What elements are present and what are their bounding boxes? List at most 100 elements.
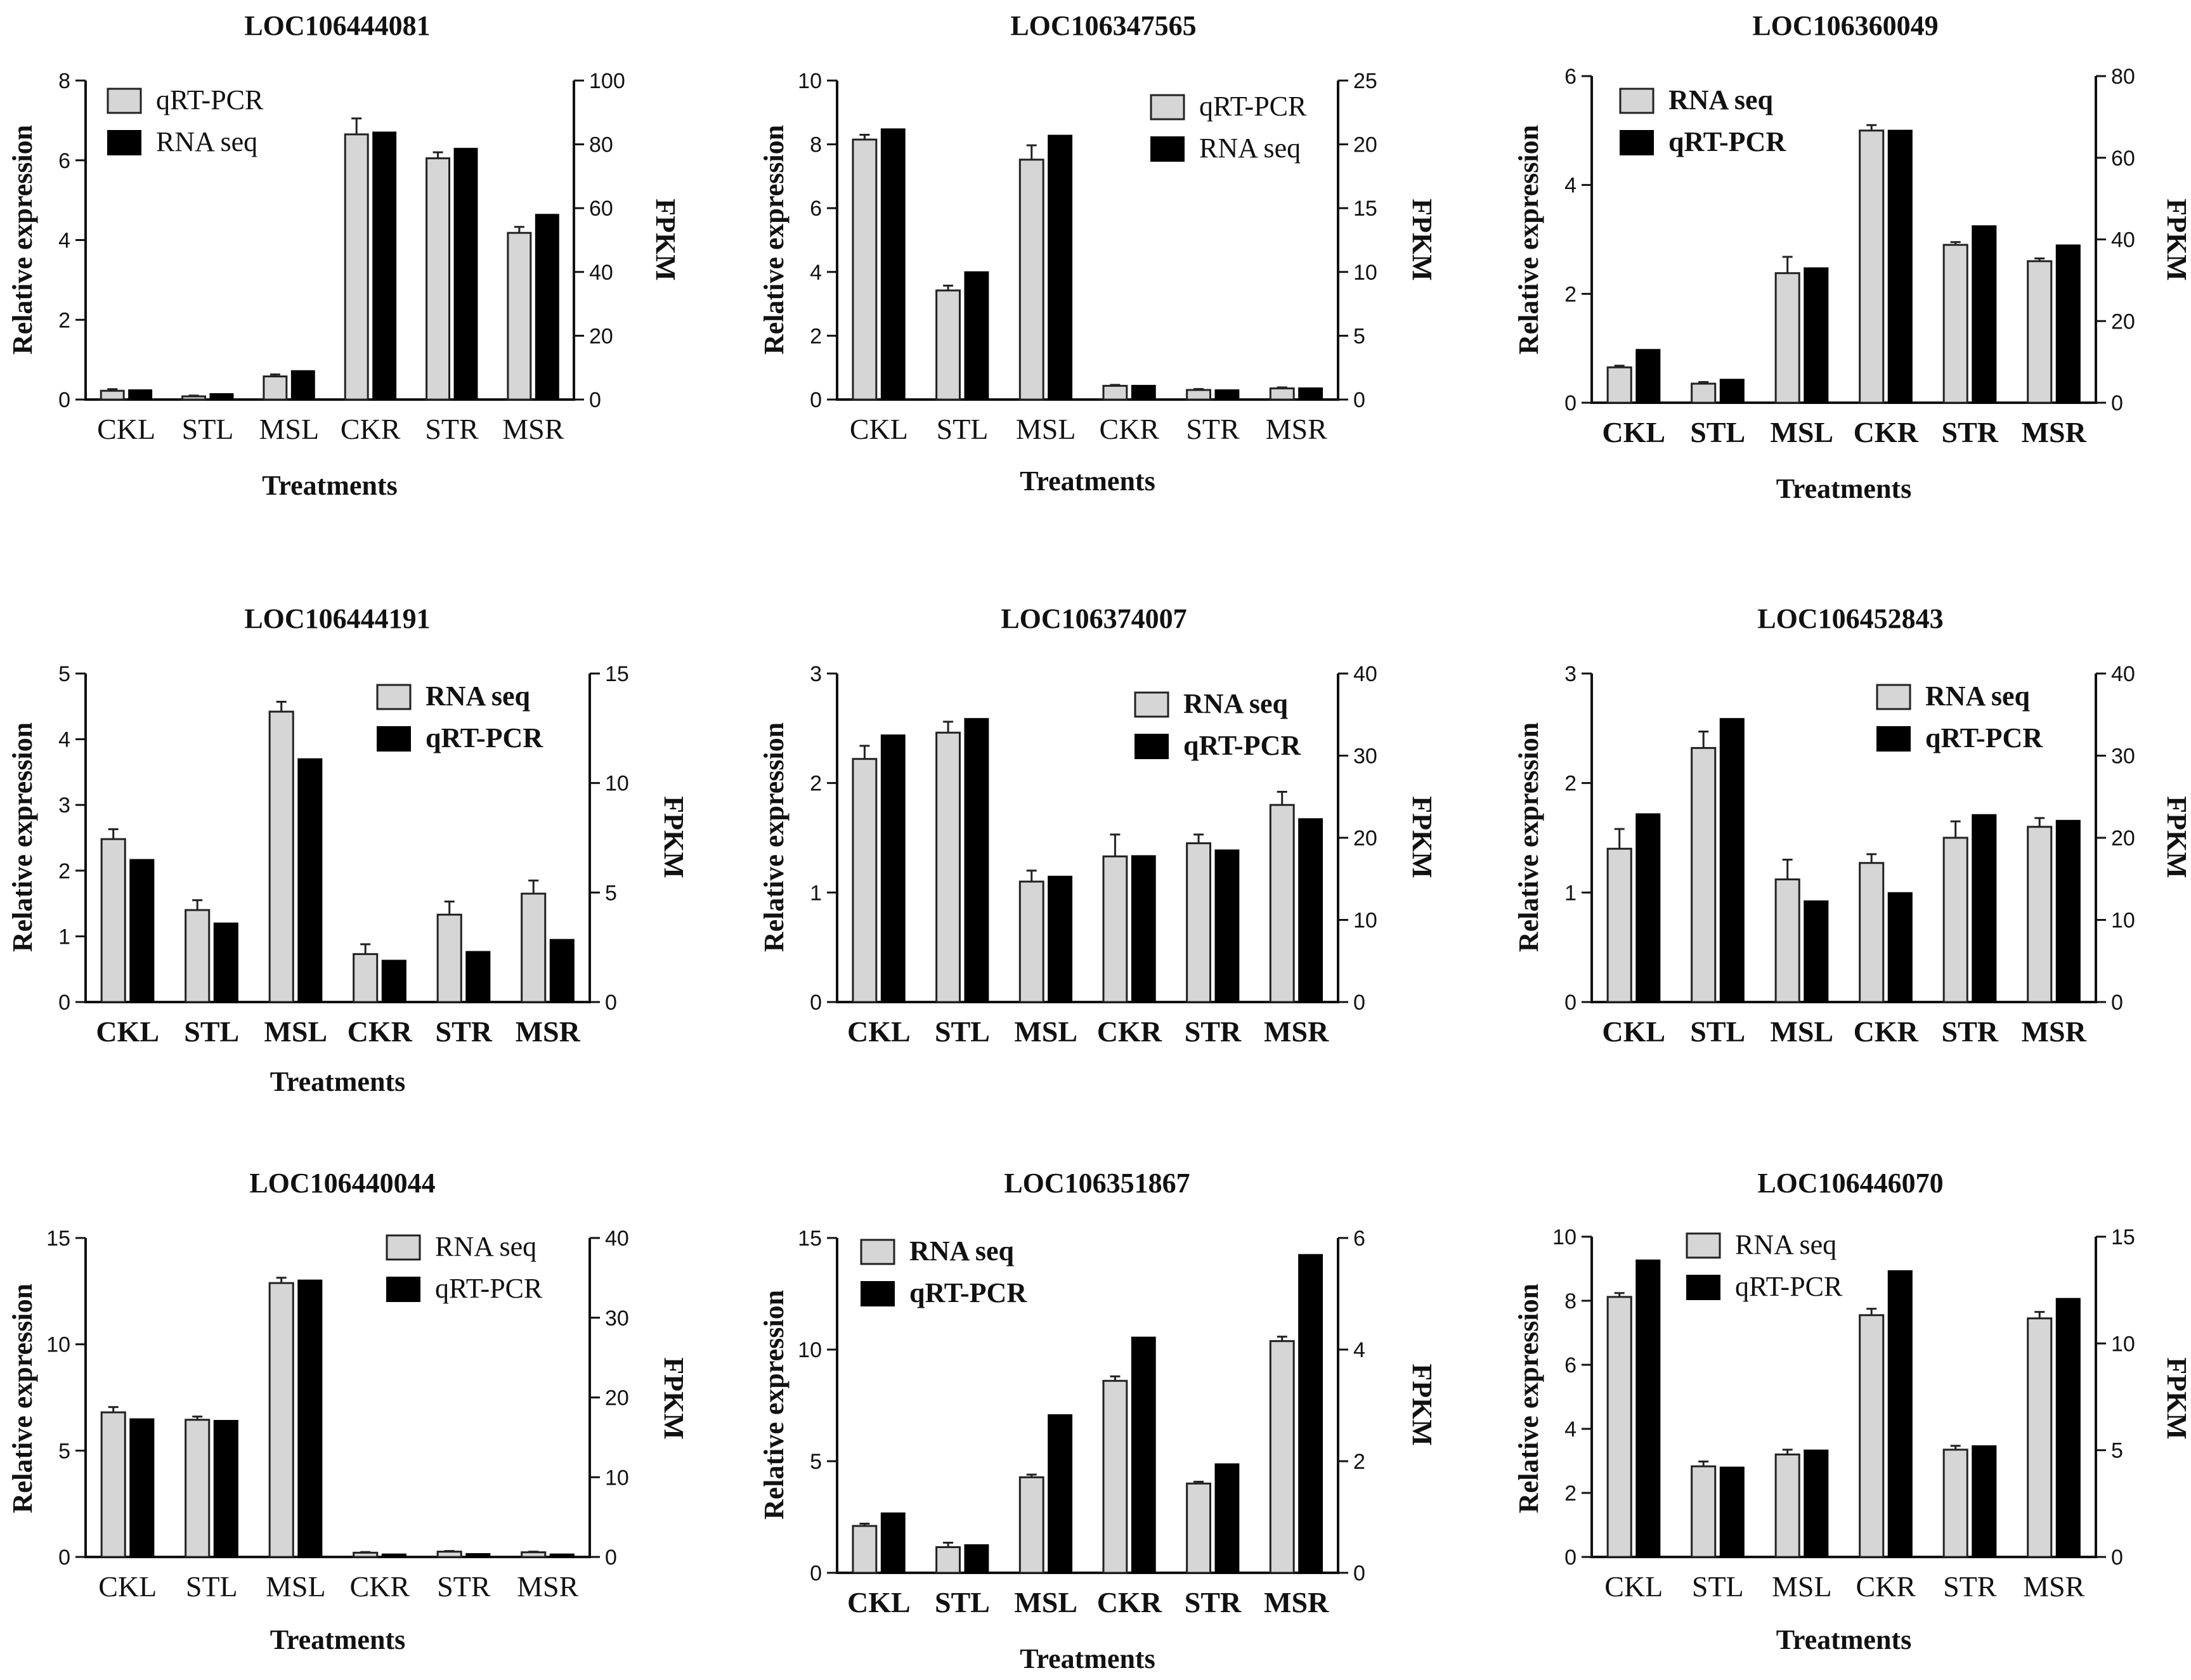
y2-axis-label: FPKM	[2161, 1357, 2191, 1440]
bar-black	[1298, 1254, 1323, 1574]
chart-title: LOC106374007	[1001, 603, 1187, 634]
category-label: STL	[182, 413, 234, 445]
y-tick-label: 4	[810, 261, 822, 285]
y-tick-label: 0	[58, 1546, 70, 1570]
y2-tick-label: 80	[2111, 65, 2135, 89]
bar-grey	[1859, 1314, 1885, 1558]
bar-black	[465, 951, 491, 1003]
y2-tick-label: 20	[605, 1386, 629, 1410]
bar-grey	[507, 231, 532, 401]
bar-black	[129, 859, 155, 1003]
y-tick-label: 6	[1564, 1353, 1577, 1377]
y-tick-label: 10	[46, 1333, 70, 1357]
bar-black	[1048, 875, 1073, 1003]
y2-tick-label: 10	[1353, 261, 1377, 285]
bar-grey	[1859, 129, 1885, 404]
y2-tick-label: 5	[1353, 324, 1365, 348]
legend-label: qRT-PCR	[1925, 722, 2043, 753]
y-tick-label: 3	[58, 793, 70, 817]
category-label: MSL	[1016, 413, 1076, 445]
y2-tick-label: 0	[605, 1546, 617, 1570]
y2-tick-label: 4	[1353, 1338, 1365, 1362]
bar-black	[1131, 384, 1156, 400]
bar-black	[1972, 1445, 1997, 1558]
bar-grey	[1186, 842, 1211, 1003]
bar-grey	[1606, 1296, 1632, 1558]
y2-tick-label: 25	[1353, 69, 1377, 93]
y-tick-label: 5	[810, 1450, 822, 1474]
category-label: STR	[437, 1570, 491, 1603]
y2-tick-label: 40	[2111, 662, 2135, 686]
y-axis-label: Relative expression	[7, 722, 38, 952]
legend-label: qRT-PCR	[426, 722, 543, 753]
y-axis-label: Relative expression	[7, 1284, 38, 1513]
bar-grey	[1102, 1379, 1128, 1574]
x-axis-label: Treatments	[1776, 1624, 1911, 1655]
y2-tick-label: 6	[1353, 1227, 1365, 1251]
y-tick-label: 2	[58, 859, 70, 883]
bar-grey	[436, 1551, 462, 1558]
bar-grey	[268, 710, 294, 1003]
category-label: STR	[1185, 1015, 1242, 1048]
y2-tick-label: 0	[2111, 1546, 2123, 1570]
y-tick-label: 0	[810, 991, 822, 1015]
y-axis-label: Relative expression	[7, 125, 38, 355]
bar-grey	[263, 375, 288, 401]
bar-black	[381, 960, 406, 1003]
y2-axis-label: FPKM	[1407, 796, 1438, 878]
y2-tick-label: 60	[589, 197, 613, 221]
y2-tick-label: 0	[2111, 991, 2123, 1015]
category-label: CKL	[97, 413, 155, 445]
chart-panel: LOC106444191 0 1 2 3 4 5 0 5 10 15 Relative express…	[7, 603, 689, 1097]
y2-tick-label: 40	[1353, 662, 1377, 686]
bar-grey	[1691, 746, 1717, 1003]
y-axis-label: Relative expression	[1513, 125, 1544, 355]
y-tick-label: 4	[1564, 1417, 1577, 1442]
bar-grey	[1018, 880, 1044, 1003]
bar-black	[381, 1553, 406, 1558]
bar-black	[1972, 225, 1997, 403]
category-label: MSR	[1266, 413, 1327, 445]
bar-black	[297, 758, 323, 1003]
y-tick-label: 8	[1564, 1289, 1577, 1313]
category-label: MSR	[517, 1570, 578, 1603]
bar-grey	[1269, 804, 1295, 1003]
y2-axis-label: FPKM	[1407, 1364, 1438, 1446]
y-tick-label: 6	[58, 149, 70, 173]
category-label: CKR	[1100, 413, 1160, 445]
bar-grey	[1186, 1482, 1211, 1574]
legend-swatch	[1135, 734, 1169, 759]
bar-black	[1635, 349, 1661, 403]
y-tick-label: 2	[1564, 282, 1577, 306]
bar-grey	[185, 1419, 211, 1558]
y-tick-label: 0	[810, 1561, 822, 1586]
y2-axis-label: FPKM	[2161, 796, 2191, 878]
category-label: CKL	[98, 1570, 157, 1603]
y2-tick-label: 0	[2111, 391, 2123, 415]
bar-black	[1048, 1414, 1073, 1573]
y-tick-label: 10	[1552, 1225, 1577, 1249]
bar-black	[1719, 379, 1745, 404]
y2-tick-label: 10	[2111, 1332, 2135, 1356]
category-label: CKL	[847, 1586, 911, 1618]
bar-grey	[852, 138, 878, 401]
category-label: STL	[937, 413, 989, 445]
bar-grey	[344, 133, 369, 401]
y2-tick-label: 30	[2111, 745, 2135, 769]
y-tick-label: 8	[810, 133, 822, 157]
y-tick-label: 2	[810, 324, 822, 348]
bar-black	[549, 1553, 575, 1558]
category-label: MSR	[2023, 1570, 2084, 1603]
legend-swatch	[860, 1239, 895, 1265]
bar-black	[964, 271, 989, 400]
y-tick-label: 0	[810, 388, 822, 412]
y2-tick-label: 15	[605, 662, 629, 686]
bar-black	[1719, 1466, 1745, 1558]
x-axis-label: Treatments	[1020, 1643, 1155, 1674]
bar-black	[129, 1418, 155, 1558]
legend-label: qRT-PCR	[156, 84, 264, 115]
y-tick-label: 1	[810, 881, 822, 905]
bar-grey	[436, 913, 462, 1003]
